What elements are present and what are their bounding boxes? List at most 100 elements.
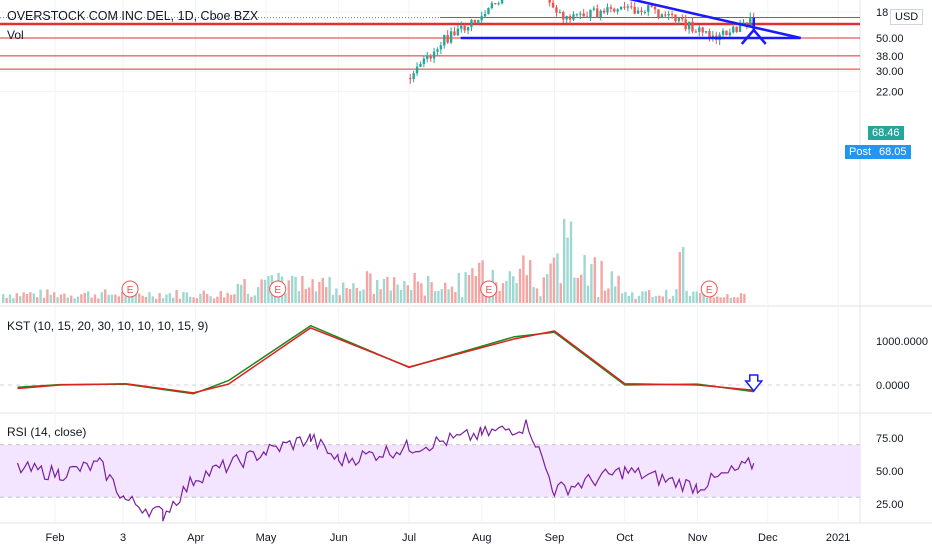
candle-body (653, 6, 657, 10)
candle-body (738, 22, 742, 32)
volume-label[interactable]: Vol (7, 28, 24, 42)
volume-bar (195, 298, 199, 303)
volume-bar (586, 285, 590, 303)
volume-bar (474, 276, 477, 303)
breakout-arrow-head (740, 28, 767, 45)
symbol-title[interactable]: OVERSTOCK COM INC DEL, 1D, Cboe BZX (7, 9, 259, 23)
volume-bar (546, 274, 549, 303)
volume-bar (335, 288, 338, 303)
volume-bar (617, 275, 620, 303)
volume-bar (83, 292, 86, 303)
volume-bar (90, 297, 93, 303)
volume-bar (576, 277, 579, 303)
volume-bar (49, 294, 52, 303)
volume-bar (73, 298, 76, 303)
volume-bar (406, 285, 409, 303)
volume-bar (76, 296, 80, 303)
volume-bar (467, 275, 471, 303)
volume-bar (454, 292, 457, 303)
candle-body (490, 3, 494, 9)
volume-bar (226, 292, 229, 303)
candle-body (500, 0, 504, 4)
volume-bar (461, 297, 464, 303)
price-tick-label: 38.00 (876, 51, 904, 63)
volume-bar (665, 289, 668, 303)
volume-bar (542, 277, 545, 303)
volume-bar (658, 295, 661, 303)
candle-body (453, 31, 456, 36)
earnings-marker-label: E (274, 285, 281, 296)
candle-body (466, 27, 470, 31)
candle-body (749, 17, 752, 27)
volume-bar (437, 291, 440, 303)
candle-body (633, 6, 636, 14)
volume-bar (556, 253, 559, 303)
volume-bar (661, 296, 664, 303)
volume-bar (498, 290, 501, 303)
volume-bar (627, 295, 630, 303)
candle-body (623, 6, 626, 8)
candle-body (460, 25, 463, 29)
candle-body (636, 10, 640, 14)
candle-body (470, 19, 473, 28)
time-tick-label: Dec (758, 532, 778, 544)
volume-bar (158, 293, 161, 303)
volume-bar (328, 276, 331, 303)
volume-bar (22, 292, 25, 303)
volume-bar (93, 294, 97, 303)
candle-body (473, 19, 477, 23)
candle-body (698, 27, 701, 32)
volume-bar (141, 295, 144, 303)
volume-bar (87, 291, 90, 303)
volume-bar (59, 294, 63, 303)
candle-body (745, 22, 749, 27)
time-tick-label: Sep (545, 532, 565, 544)
candle-body (732, 26, 735, 33)
time-tick-label: 3 (120, 532, 126, 544)
volume-bar (202, 290, 205, 303)
volume-bar (399, 289, 403, 303)
candle-body (725, 30, 728, 36)
candle-body (735, 26, 738, 32)
volume-bar (263, 279, 267, 303)
volume-bar (376, 279, 379, 303)
candle-body (657, 9, 660, 18)
currency-button[interactable]: USD (890, 9, 924, 25)
candle-body (575, 14, 579, 16)
kst-tick-label: 1000.0000 (876, 336, 928, 348)
candle-body (643, 11, 647, 13)
volume-bar (178, 298, 182, 303)
candle-body (670, 13, 674, 15)
volume-bar (134, 291, 137, 303)
candle-body (436, 49, 439, 52)
volume-bar (325, 287, 328, 303)
volume-bar (552, 257, 556, 303)
rsi-label[interactable]: RSI (14, close) (7, 425, 87, 439)
candle-body (562, 12, 565, 20)
volume-bar (743, 293, 746, 303)
volume-bar (427, 275, 430, 303)
volume-bar (19, 296, 22, 303)
candle-body (677, 18, 681, 22)
volume-bar (260, 279, 263, 303)
candle-body (664, 14, 667, 16)
volume-bar (702, 291, 705, 303)
candle-body (650, 5, 653, 7)
volume-bar (5, 297, 8, 303)
volume-bar (314, 291, 318, 303)
volume-bar (257, 287, 260, 303)
volume-bar (624, 292, 627, 303)
volume-bar (107, 294, 110, 303)
volume-bar (70, 295, 73, 303)
volume-bar (508, 271, 511, 303)
volume-bar (240, 284, 243, 303)
time-tick-label: 2021 (826, 532, 850, 544)
rsi-line (16, 419, 755, 522)
candle-body (432, 51, 436, 59)
kst-label[interactable]: KST (10, 15, 20, 30, 10, 10, 10, 15, 9) (7, 319, 209, 333)
hand-pointer-icon (744, 374, 764, 393)
volume-bar (719, 297, 722, 303)
candle-body (592, 8, 596, 10)
volume-bar (600, 260, 603, 303)
volume-bar (597, 297, 600, 303)
